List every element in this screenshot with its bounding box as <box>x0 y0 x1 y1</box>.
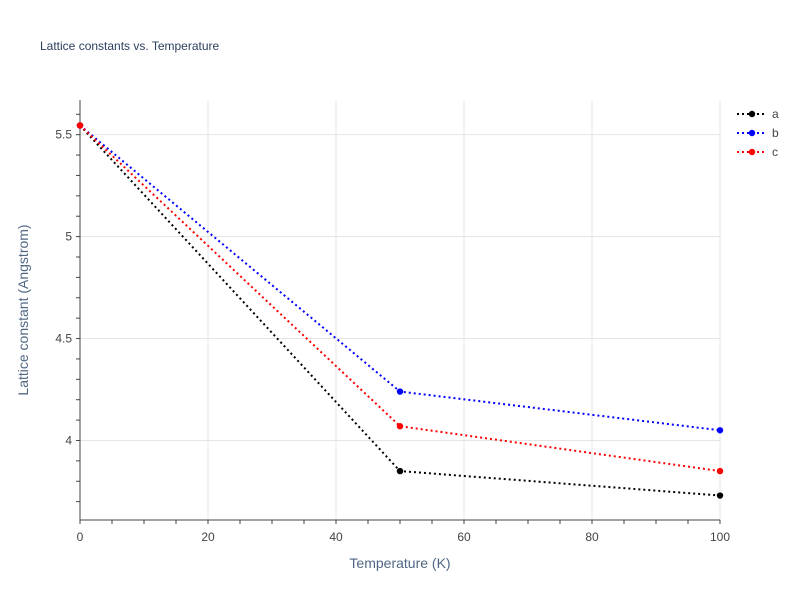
series-line-c <box>79 124 721 473</box>
data-point-c[interactable] <box>396 423 404 430</box>
tick-labels: 0 20 40 60 80 100 4 4.5 5 5.5 <box>55 128 730 544</box>
x-tick-label: 100 <box>710 530 730 544</box>
series-lines <box>76 122 724 499</box>
x-tick-label: 40 <box>329 530 343 544</box>
x-tick-label: 20 <box>201 530 215 544</box>
legend-label: c <box>772 145 778 159</box>
x-axis-label: Temperature (K) <box>349 555 450 571</box>
axes <box>76 100 721 524</box>
y-tick-label: 5 <box>65 230 72 244</box>
legend-marker <box>748 129 756 137</box>
grid <box>80 100 721 520</box>
y-tick-label: 4.5 <box>55 332 72 346</box>
y-axis-label: Lattice constant (Angstrom) <box>15 224 31 395</box>
legend-label: a <box>772 107 779 121</box>
data-point-a[interactable] <box>716 492 724 499</box>
data-point-a[interactable] <box>396 467 404 475</box>
legend-item-c[interactable]: c <box>737 145 778 159</box>
data-point-b[interactable] <box>396 388 404 395</box>
x-tick-label: 80 <box>585 530 599 544</box>
legend-marker <box>748 148 756 156</box>
legend[interactable]: abc <box>737 107 779 159</box>
data-point-c[interactable] <box>716 467 724 475</box>
data-point-b[interactable] <box>716 427 724 434</box>
chart-title: Lattice constants vs. Temperature <box>40 39 220 53</box>
legend-item-a[interactable]: a <box>737 107 779 121</box>
series-line-b <box>79 124 721 432</box>
legend-item-b[interactable]: b <box>737 126 779 140</box>
legend-label: b <box>772 126 779 140</box>
x-tick-label: 60 <box>457 530 471 544</box>
y-tick-label: 4 <box>65 433 72 447</box>
x-tick-label: 0 <box>77 530 84 544</box>
data-point-c[interactable] <box>76 122 84 129</box>
legend-marker <box>748 110 756 118</box>
y-tick-label: 5.5 <box>55 128 72 142</box>
